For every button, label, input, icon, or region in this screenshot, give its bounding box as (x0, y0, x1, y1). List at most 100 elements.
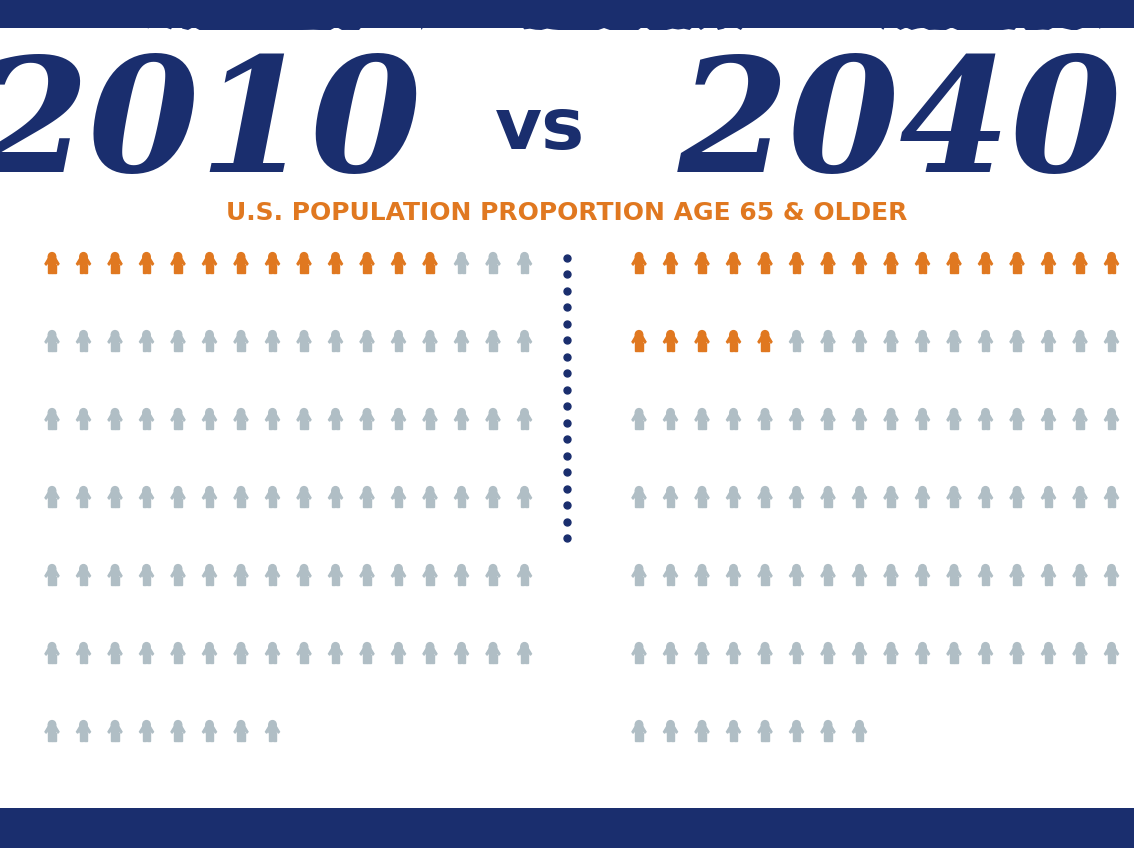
Polygon shape (139, 336, 144, 343)
Polygon shape (736, 336, 741, 343)
Polygon shape (885, 336, 888, 343)
Polygon shape (496, 336, 500, 343)
Polygon shape (1073, 258, 1077, 265)
Polygon shape (332, 577, 336, 585)
Circle shape (1044, 253, 1052, 259)
FancyBboxPatch shape (237, 491, 245, 499)
Polygon shape (860, 265, 863, 273)
Polygon shape (1114, 414, 1118, 421)
Polygon shape (635, 577, 638, 585)
Polygon shape (242, 655, 245, 663)
Polygon shape (206, 343, 210, 351)
Polygon shape (736, 492, 741, 499)
FancyBboxPatch shape (269, 491, 277, 499)
Polygon shape (1049, 577, 1052, 585)
Polygon shape (45, 648, 50, 656)
Polygon shape (52, 343, 56, 351)
Circle shape (888, 643, 895, 650)
Polygon shape (79, 577, 84, 585)
Polygon shape (363, 265, 367, 273)
Polygon shape (699, 733, 702, 741)
Polygon shape (860, 655, 863, 663)
Circle shape (793, 409, 801, 416)
Circle shape (490, 643, 497, 650)
Polygon shape (304, 577, 307, 585)
Polygon shape (301, 343, 304, 351)
Polygon shape (84, 733, 87, 741)
Polygon shape (212, 492, 217, 499)
Polygon shape (79, 655, 84, 663)
Polygon shape (885, 648, 888, 656)
Circle shape (175, 253, 181, 259)
Polygon shape (695, 414, 700, 421)
Polygon shape (423, 492, 428, 499)
FancyBboxPatch shape (175, 647, 181, 655)
FancyBboxPatch shape (49, 257, 56, 265)
Polygon shape (139, 258, 144, 265)
Polygon shape (758, 726, 762, 734)
FancyBboxPatch shape (699, 491, 705, 499)
Polygon shape (146, 421, 150, 429)
FancyBboxPatch shape (301, 569, 307, 577)
Polygon shape (1041, 648, 1046, 656)
Polygon shape (423, 414, 428, 421)
Polygon shape (143, 265, 146, 273)
Polygon shape (856, 265, 860, 273)
Circle shape (143, 331, 150, 338)
Circle shape (635, 331, 643, 338)
FancyBboxPatch shape (426, 491, 433, 499)
Polygon shape (45, 570, 50, 577)
Polygon shape (1111, 655, 1115, 663)
Polygon shape (704, 648, 709, 656)
Polygon shape (768, 336, 772, 343)
Polygon shape (1017, 577, 1021, 585)
Polygon shape (821, 726, 826, 734)
Polygon shape (490, 343, 493, 351)
Polygon shape (304, 265, 307, 273)
Polygon shape (1010, 648, 1015, 656)
Polygon shape (640, 499, 643, 507)
Polygon shape (210, 499, 213, 507)
FancyBboxPatch shape (332, 491, 339, 499)
Polygon shape (824, 499, 828, 507)
Circle shape (426, 331, 433, 338)
Polygon shape (923, 343, 926, 351)
Polygon shape (1044, 577, 1049, 585)
Polygon shape (894, 570, 898, 577)
FancyBboxPatch shape (143, 413, 150, 421)
Polygon shape (237, 265, 242, 273)
Polygon shape (1044, 499, 1049, 507)
Polygon shape (828, 655, 831, 663)
Polygon shape (640, 655, 643, 663)
Polygon shape (640, 343, 643, 351)
Polygon shape (171, 726, 176, 734)
Polygon shape (856, 733, 860, 741)
Polygon shape (455, 570, 459, 577)
Polygon shape (52, 421, 56, 429)
FancyBboxPatch shape (1076, 647, 1084, 655)
Polygon shape (517, 258, 522, 265)
Polygon shape (663, 258, 668, 265)
Polygon shape (1041, 258, 1046, 265)
Polygon shape (667, 655, 670, 663)
Polygon shape (401, 648, 406, 656)
FancyBboxPatch shape (301, 413, 307, 421)
Polygon shape (1044, 655, 1049, 663)
FancyBboxPatch shape (856, 413, 863, 421)
Polygon shape (1114, 648, 1118, 656)
Circle shape (1014, 643, 1021, 650)
Polygon shape (115, 499, 119, 507)
Polygon shape (430, 421, 433, 429)
Polygon shape (458, 265, 462, 273)
FancyBboxPatch shape (982, 647, 989, 655)
FancyBboxPatch shape (269, 413, 277, 421)
Circle shape (79, 487, 87, 494)
Polygon shape (490, 655, 493, 663)
Circle shape (175, 721, 181, 728)
Polygon shape (525, 655, 528, 663)
Polygon shape (830, 492, 835, 499)
Polygon shape (799, 492, 804, 499)
Circle shape (730, 331, 737, 338)
Polygon shape (828, 733, 831, 741)
Polygon shape (1041, 336, 1046, 343)
